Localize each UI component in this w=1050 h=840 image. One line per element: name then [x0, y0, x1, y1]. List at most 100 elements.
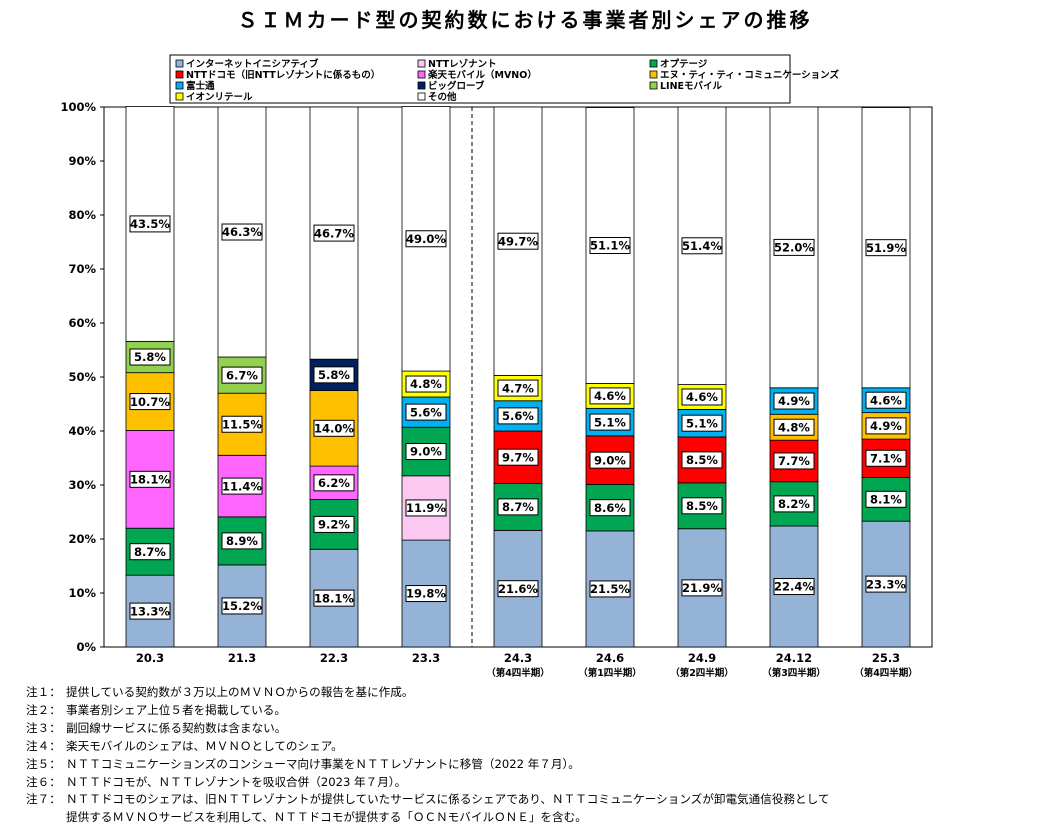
footnote: 注７： ＮＴＴドコモのシェアは、旧ＮＴＴレゾナントが提供していたサービスに係るシェ…	[26, 791, 1046, 809]
legend-swatch	[175, 70, 184, 79]
data-label-box	[313, 224, 355, 242]
data-label-box	[405, 403, 447, 421]
y-tick-label: 20%	[68, 532, 96, 546]
data-label-box	[773, 392, 815, 410]
legend-swatch	[175, 92, 184, 101]
legend-swatch	[649, 70, 658, 79]
data-label: 4.6%	[870, 393, 902, 407]
data-label-box	[221, 532, 263, 550]
data-label-box	[405, 585, 447, 603]
data-label: 18.1%	[314, 591, 354, 605]
data-label: 4.6%	[594, 389, 626, 403]
footnote-label: 注１：	[26, 685, 61, 699]
data-label: 18.1%	[130, 473, 170, 487]
data-label: 23.3%	[866, 577, 906, 591]
data-label: 4.8%	[778, 420, 810, 434]
footnote-label: 注３：	[26, 720, 61, 735]
legend-item: 楽天モバイル（MVNO）	[427, 69, 537, 81]
data-label-box	[221, 415, 263, 433]
data-label: 21.9%	[682, 581, 722, 595]
data-label-box	[221, 366, 263, 384]
data-label-box	[313, 589, 355, 607]
data-label: 19.8%	[406, 587, 446, 601]
footnote-text-continued: 提供するＭＶＮＯサービスを利用して、ＮＴＴドコモが提供する「ＯＣＮモバイルＯＮＥ…	[66, 810, 587, 825]
x-tick-label: 21.3	[228, 651, 256, 665]
footnote: 注３： 副回線サービスに係る契約数は含まない。	[26, 720, 1046, 738]
x-tick-sublabel: （第1四半期）	[578, 667, 642, 679]
x-tick-label: 20.3	[136, 651, 164, 665]
x-tick-label: 24.12	[776, 651, 812, 665]
data-label: 9.0%	[410, 445, 442, 459]
data-label: 8.9%	[226, 534, 258, 548]
legend-swatch	[417, 81, 426, 90]
y-tick-label: 100%	[60, 100, 96, 114]
data-label-box	[129, 470, 171, 488]
data-label: 51.9%	[866, 241, 906, 255]
legend-swatch	[175, 59, 184, 68]
data-label-box	[497, 448, 539, 466]
y-tick-label: 40%	[68, 424, 96, 438]
data-label: 13.3%	[130, 604, 170, 618]
data-label-box	[865, 417, 907, 435]
data-label: 6.7%	[226, 368, 258, 382]
legend-item: その他	[428, 91, 457, 103]
legend-box	[169, 54, 791, 104]
data-label-box	[773, 495, 815, 513]
data-label: 4.7%	[502, 381, 534, 395]
legend-item: 富士通	[186, 80, 215, 92]
chart-title: ＳＩＭカード型の契約数における事業者別シェアの推移	[237, 8, 813, 32]
data-label-box	[313, 366, 355, 384]
data-label: 22.4%	[774, 580, 814, 594]
data-label: 5.8%	[134, 350, 166, 364]
x-tick-sublabel: （第4四半期）	[854, 667, 918, 679]
y-tick-label: 50%	[68, 370, 96, 384]
footnote-label: 注７：	[26, 792, 61, 807]
y-tick-label: 30%	[68, 478, 96, 492]
x-tick-sublabel: （第3四半期）	[762, 667, 826, 679]
x-tick-sublabel: （第4四半期）	[486, 667, 550, 679]
x-tick-sublabel: （第2四半期）	[670, 667, 734, 679]
footnote: 注５： ＮＴＴコミュニケーションズのコンシューマ向け事業をＮＴＴレゾナントに移管（…	[26, 756, 1046, 774]
data-label-box	[681, 414, 723, 432]
data-label: 8.1%	[870, 493, 902, 507]
footnote-text: 楽天モバイルのシェアは、ＭＶＮＯとしてのシェア。	[66, 738, 343, 753]
data-label-box	[313, 515, 355, 533]
data-label: 52.0%	[774, 241, 814, 255]
data-label: 51.1%	[590, 239, 630, 253]
footnote: 注２： 事業者別シェア上位５者を掲載している。	[26, 702, 1046, 720]
data-label: 10.7%	[130, 395, 170, 409]
data-label: 11.4%	[222, 479, 262, 493]
data-label: 4.6%	[686, 390, 718, 404]
data-label-box	[865, 575, 907, 593]
data-label: 8.2%	[778, 497, 810, 511]
data-label: 51.4%	[682, 239, 722, 253]
data-label: 21.5%	[590, 582, 630, 596]
data-label: 9.0%	[594, 453, 626, 467]
data-label-box	[405, 230, 447, 248]
y-tick-label: 90%	[68, 154, 96, 168]
data-label-box	[129, 348, 171, 366]
data-label-box	[589, 413, 631, 431]
data-label-box	[313, 419, 355, 437]
data-label-box	[773, 452, 815, 470]
legend-item: LINEモバイル	[660, 80, 723, 92]
data-label: 43.5%	[130, 217, 170, 231]
x-tick-label: 24.6	[596, 651, 624, 665]
data-label-box	[129, 602, 171, 620]
legend-item: イオンリテール	[186, 92, 253, 103]
data-label-box	[129, 215, 171, 233]
footnote: 注４： 楽天モバイルのシェアは、ＭＶＮＯとしてのシェア。	[26, 738, 1046, 756]
x-tick-label: 24.3	[504, 651, 532, 665]
data-label-box	[681, 451, 723, 469]
data-label-box	[405, 499, 447, 517]
data-label-box	[405, 375, 447, 393]
data-label-box	[221, 223, 263, 241]
data-label: 21.6%	[498, 582, 538, 596]
data-label-box	[497, 407, 539, 425]
footnote: 注６： ＮＴＴドコモが、ＮＴＴレゾナントを吸収合併（2023 年７月）。	[26, 774, 1046, 792]
data-label-box	[865, 239, 907, 257]
data-label: 8.7%	[134, 545, 166, 559]
data-label: 11.5%	[222, 417, 262, 431]
x-tick-label: 23.3	[412, 651, 440, 665]
x-tick-label: 24.9	[688, 651, 716, 665]
